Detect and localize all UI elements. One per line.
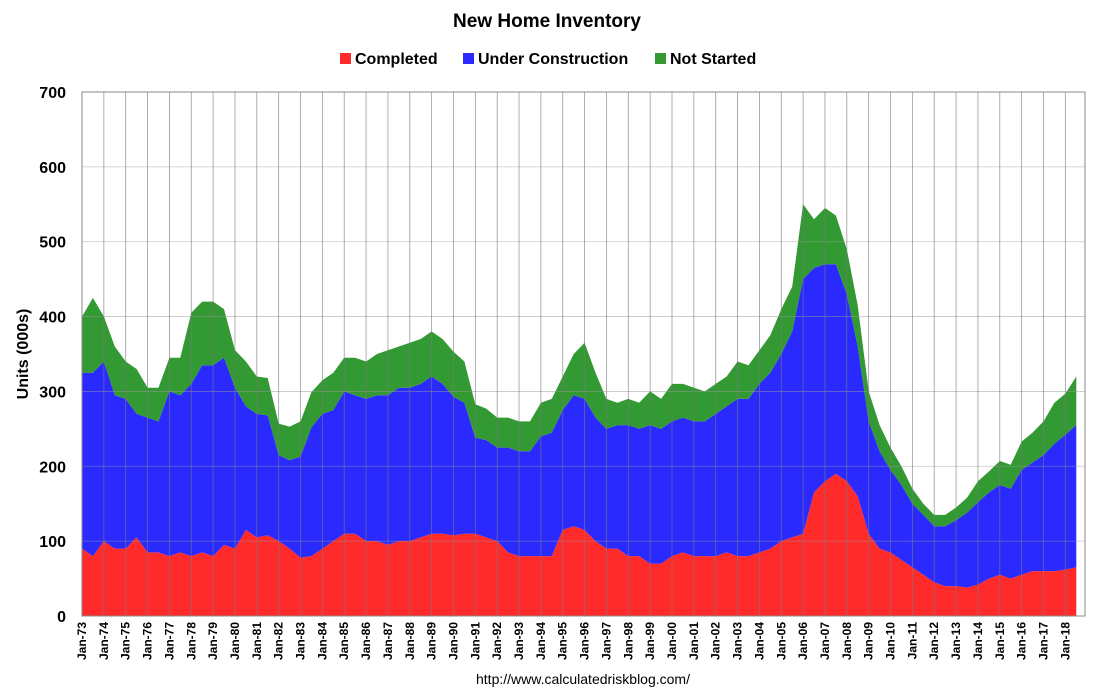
x-tick-label: Jan-02 [709, 622, 723, 660]
x-tick-label: Jan-15 [993, 622, 1007, 660]
plot-border [81, 91, 1086, 617]
x-tick-label: Jan-89 [425, 622, 439, 660]
x-tick-label: Jan-75 [119, 622, 133, 660]
x-tick-label: Jan-94 [534, 622, 548, 660]
source-text: http://www.calculatedriskblog.com/ [476, 671, 690, 687]
x-axis: Jan-73 Jan-74 Jan-75 Jan-76 Jan-77 Jan-78 Jan-… [75, 622, 1072, 660]
chart-title: New Home Inventory [453, 11, 641, 32]
y-tick-label: 600 [39, 160, 66, 177]
x-tick-label: Jan-14 [971, 622, 985, 660]
area-completed [82, 473, 1077, 616]
x-tick-label: Jan-79 [206, 622, 220, 660]
y-tick-label: 700 [39, 85, 66, 102]
x-tick-label: Jan-00 [665, 622, 679, 660]
x-tick-label: Jan-74 [97, 622, 111, 660]
legend-swatch-not-started [655, 53, 666, 64]
x-tick-label: Jan-10 [884, 622, 898, 660]
x-tick-label: Jan-88 [403, 622, 417, 660]
x-tick-label: Jan-87 [381, 622, 395, 660]
x-tick-label: Jan-11 [905, 622, 919, 660]
x-tick-label: Jan-73 [75, 622, 89, 660]
x-tick-label: Jan-91 [468, 622, 482, 660]
x-tick-label: Jan-78 [184, 622, 198, 660]
y-tick-label: 500 [39, 235, 66, 252]
y-tick-label: 300 [39, 384, 66, 401]
y-tick-label: 200 [39, 459, 66, 476]
legend: Completed Under Construction Not Started [340, 51, 756, 68]
x-tick-label: Jan-82 [272, 622, 286, 660]
x-tick-label: Jan-06 [796, 622, 810, 660]
x-tick-label: Jan-90 [447, 622, 461, 660]
x-tick-label: Jan-77 [162, 622, 176, 660]
x-tick-label: Jan-03 [731, 622, 745, 660]
legend-label-completed: Completed [355, 51, 438, 68]
x-tick-label: Jan-99 [643, 622, 657, 660]
x-tick-label: Jan-85 [337, 622, 351, 660]
y-tick-label: 400 [39, 310, 66, 327]
x-tick-label: Jan-97 [599, 622, 613, 660]
x-tick-label: Jan-92 [490, 622, 504, 660]
x-tick-label: Jan-05 [774, 622, 788, 660]
x-tick-label: Jan-76 [141, 622, 155, 660]
x-tick-label: Jan-04 [752, 622, 766, 660]
x-tick-label: Jan-13 [949, 622, 963, 660]
x-tick-label: Jan-01 [687, 622, 701, 660]
y-tick-label: 100 [39, 534, 66, 551]
x-tick-label: Jan-95 [556, 622, 570, 660]
x-tick-label: Jan-96 [578, 622, 592, 660]
plot-area [81, 91, 1086, 617]
legend-label-under-construction: Under Construction [478, 51, 628, 68]
x-tick-label: Jan-83 [294, 622, 308, 660]
x-tick-label: Jan-17 [1037, 622, 1051, 660]
x-tick-label: Jan-98 [621, 622, 635, 660]
legend-swatch-under-construction [463, 53, 474, 64]
x-tick-label: Jan-93 [512, 622, 526, 660]
x-tick-label: Jan-86 [359, 622, 373, 660]
y-axis: 0 100 200 300 400 500 600 700 [39, 85, 66, 626]
y-axis-label: Units (000s) [15, 309, 32, 400]
y-tick-label: 0 [57, 609, 66, 626]
x-tick-label: Jan-81 [250, 622, 264, 660]
x-tick-label: Jan-16 [1015, 622, 1029, 660]
x-tick-label: Jan-09 [862, 622, 876, 660]
x-tick-label: Jan-80 [228, 622, 242, 660]
x-tick-label: Jan-07 [818, 622, 832, 660]
x-tick-label: Jan-12 [927, 622, 941, 660]
x-tick-label: Jan-84 [315, 622, 329, 660]
x-tick-label: Jan-18 [1058, 622, 1072, 660]
area-under-construction [82, 264, 1077, 588]
x-tick-label: Jan-08 [840, 622, 854, 660]
area-not-started [82, 204, 1077, 527]
legend-swatch-completed [340, 53, 351, 64]
legend-label-not-started: Not Started [670, 51, 756, 68]
